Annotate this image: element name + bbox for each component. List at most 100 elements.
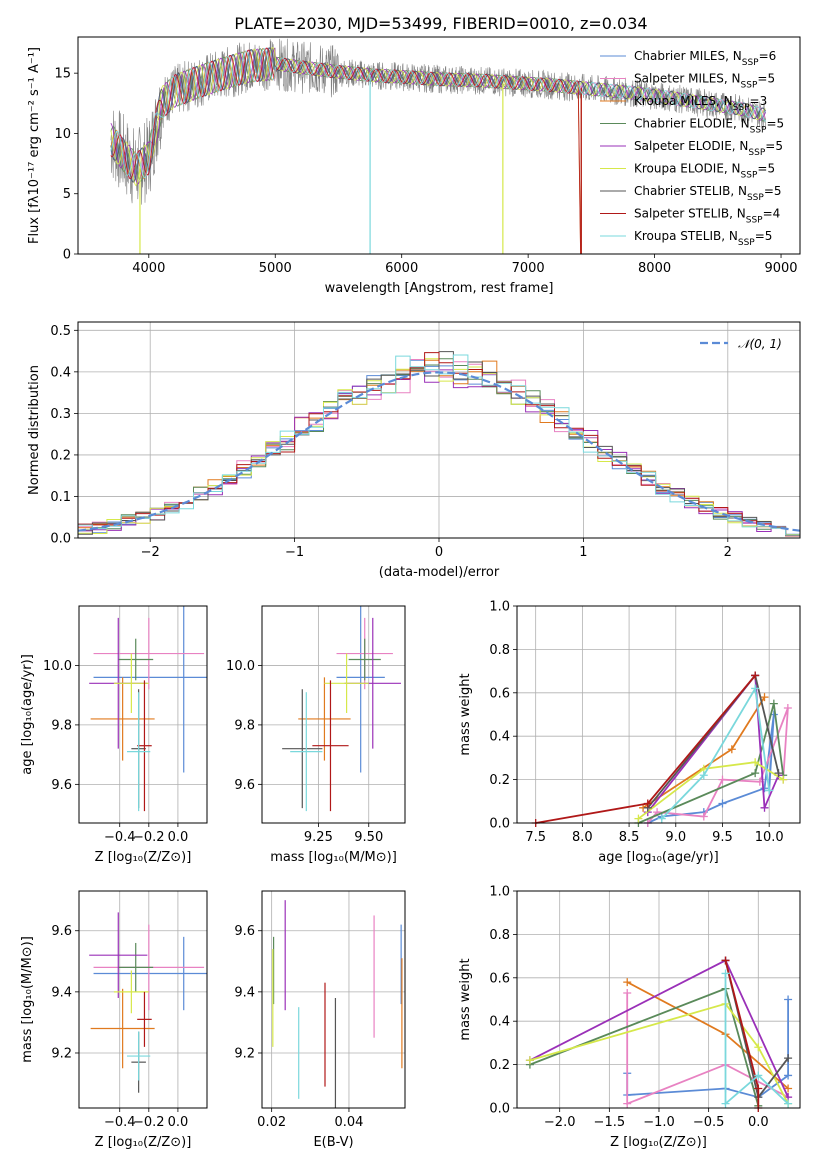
y-tick-label: 0.8 [489,928,510,943]
weight-point-kroupa_stelib [657,814,666,823]
weight-line-chabrier_miles [626,999,789,1099]
weight-line-kroupa_stelib [724,973,789,1106]
spectrum-frame [77,36,801,255]
x-tick-label: 9.25 [304,830,333,845]
model-spectrum-chabrier_elodie [110,48,766,182]
weight-point-kroupa_stelib [751,684,760,693]
x-tick-label: 9000 [764,261,797,276]
weight-point-salpeter_miles [783,703,792,712]
x-axis-label: Z [log₁₀(Z/Z⊙)] [95,1135,192,1150]
weight-point-kroupa_miles [784,1084,793,1093]
weight-point-kroupa_stelib [721,1099,730,1108]
y-axis-label: mass [log₁₀(M/M⊙)] [20,936,35,1063]
weight_vs_z-frame [516,890,801,1109]
y-tick-label: 9.2 [234,1046,255,1061]
x-tick-label: 9.50 [354,830,383,845]
model-spectrum-salpeter_stelib [110,47,582,254]
y-tick-label: 0.2 [50,448,71,463]
x-axis-label: mass [log₁₀(M/M⊙)] [270,850,397,865]
normal-curve [78,371,800,532]
mass_vs_ebv-frame [261,890,406,1109]
x-axis-label: wavelength [Angstrom, rest frame] [325,281,554,296]
legend-entry: Chabrier STELIB, NSSP=5 [634,184,782,203]
x-axis-label: E(B-V) [313,1135,353,1150]
x-tick-label: −0.4 [104,1115,136,1130]
x-tick-label: 0.02 [257,1115,286,1130]
mass_vs_ebv-axes: 0.02 0.04 9.2 9.4 9.6 E(B-V) [234,891,405,1150]
x-tick-label: 0.04 [334,1115,363,1130]
y-tick-label: 0.0 [50,532,71,547]
x-tick-label: 5000 [259,261,292,276]
weight-point-chabrier_miles [784,995,793,1004]
legend-entry: Salpeter STELIB, NSSP=4 [634,207,780,226]
y-tick-label: 1.0 [489,600,510,615]
weight-point-chabrier_stelib [784,1054,793,1063]
weight-line-kroupa_stelib [661,685,771,820]
x-axis-label: (data-model)/error [379,565,500,580]
y-tick-label: 9.6 [51,778,72,793]
x-tick-label: 0.0 [748,1115,769,1130]
y-tick-label: 10.0 [43,659,72,674]
legend-entry: Salpeter ELODIE, NSSP=5 [634,139,783,158]
x-tick-label: −2.0 [544,1115,576,1130]
weight-point-salpeter_elodie [760,803,769,812]
weight-point-salpeter_stelib [751,671,760,680]
x-tick-label: 7.5 [525,830,546,845]
y-axis-label: age [log₁₀(age/yr)] [20,654,35,775]
y-tick-label: 0.4 [489,1015,510,1030]
y-tick-label: 0.2 [489,773,510,788]
y-tick-label: 9.4 [51,985,72,1000]
y-tick-label: 9.8 [51,718,72,733]
x-tick-label: −0.5 [693,1115,725,1130]
y-tick-label: 0.0 [489,1102,510,1117]
weight_vs_age-axes: 7.5 8.0 8.5 9.0 9.5 10.0 0.0 0.2 0.4 0.6 0.8 1.0 age… [458,600,800,865]
x-tick-label: 4000 [132,261,165,276]
x-tick-label: 1 [579,545,587,560]
mass_vs_z-plot [89,912,207,1093]
spectrum-axes: 4000 5000 6000 7000 8000 9000 0 5 10 15 wavelength… [27,47,798,296]
weight-point-kroupa_miles [727,745,736,754]
y-tick-label: 0.8 [489,643,510,658]
weight-point-kroupa_elodie [525,1056,534,1065]
y-axis-label: mass weight [458,673,473,755]
y-tick-label: 0.3 [50,407,71,422]
y-tick-label: 0.1 [50,490,71,505]
weight-point-kroupa_stelib [754,1071,763,1080]
spectrum-legend: Chabrier MILES, NSSP=6 Salpeter MILES, NS… [600,49,784,248]
x-tick-label: 8000 [638,261,671,276]
weight-point-chabrier_miles [718,799,727,808]
x-axis-label: Z [log₁₀(Z/Z⊙)] [95,850,192,865]
x-tick-label: 10.0 [755,830,784,845]
model-spectrum-kroupa_stelib [110,47,766,178]
legend-entry: 𝒩(0, 1) [738,337,782,351]
figure-title: PLATE=2030, MJD=53499, FIBERID=0010, z=0… [234,14,647,33]
y-tick-label: 10 [54,127,71,142]
y-tick-label: 0.0 [489,817,510,832]
x-tick-label: 0.0 [168,1115,189,1130]
x-tick-label: 0 [435,545,443,560]
y-axis-label: mass weight [458,958,473,1040]
weight-point-chabrier_miles [760,784,769,793]
legend-entry: Chabrier MILES, NSSP=6 [634,49,776,68]
y-tick-label: 9.6 [51,924,72,939]
x-axis-label: age [log₁₀(age/yr)] [598,850,719,865]
weight_vs_age-frame [516,605,801,824]
legend-entry: Chabrier ELODIE, NSSP=5 [634,117,784,136]
y-tick-label: 0.6 [489,971,510,986]
weight-point-salpeter_stelib [754,1084,763,1093]
weight-point-kroupa_miles [623,978,632,987]
y-tick-label: 0 [63,248,71,263]
weight-point-chabrier_miles [784,1071,793,1080]
weight-line-salpeter_elodie [647,673,780,813]
y-tick-label: 15 [54,67,71,82]
mass_vs_ebv-plot [272,900,403,1108]
weight-point-kroupa_miles [760,693,769,702]
weight-point-chabrier_elodie [769,699,778,708]
model-spectrum-chabrier_stelib [110,47,766,183]
y-tick-label: 0.2 [489,1058,510,1073]
weight-point-kroupa_elodie [754,1043,763,1052]
y-tick-label: 0.4 [489,730,510,745]
weight-point-kroupa_stelib [721,969,730,978]
x-tick-label: 6000 [385,261,418,276]
y-tick-label: 0.5 [50,324,71,339]
